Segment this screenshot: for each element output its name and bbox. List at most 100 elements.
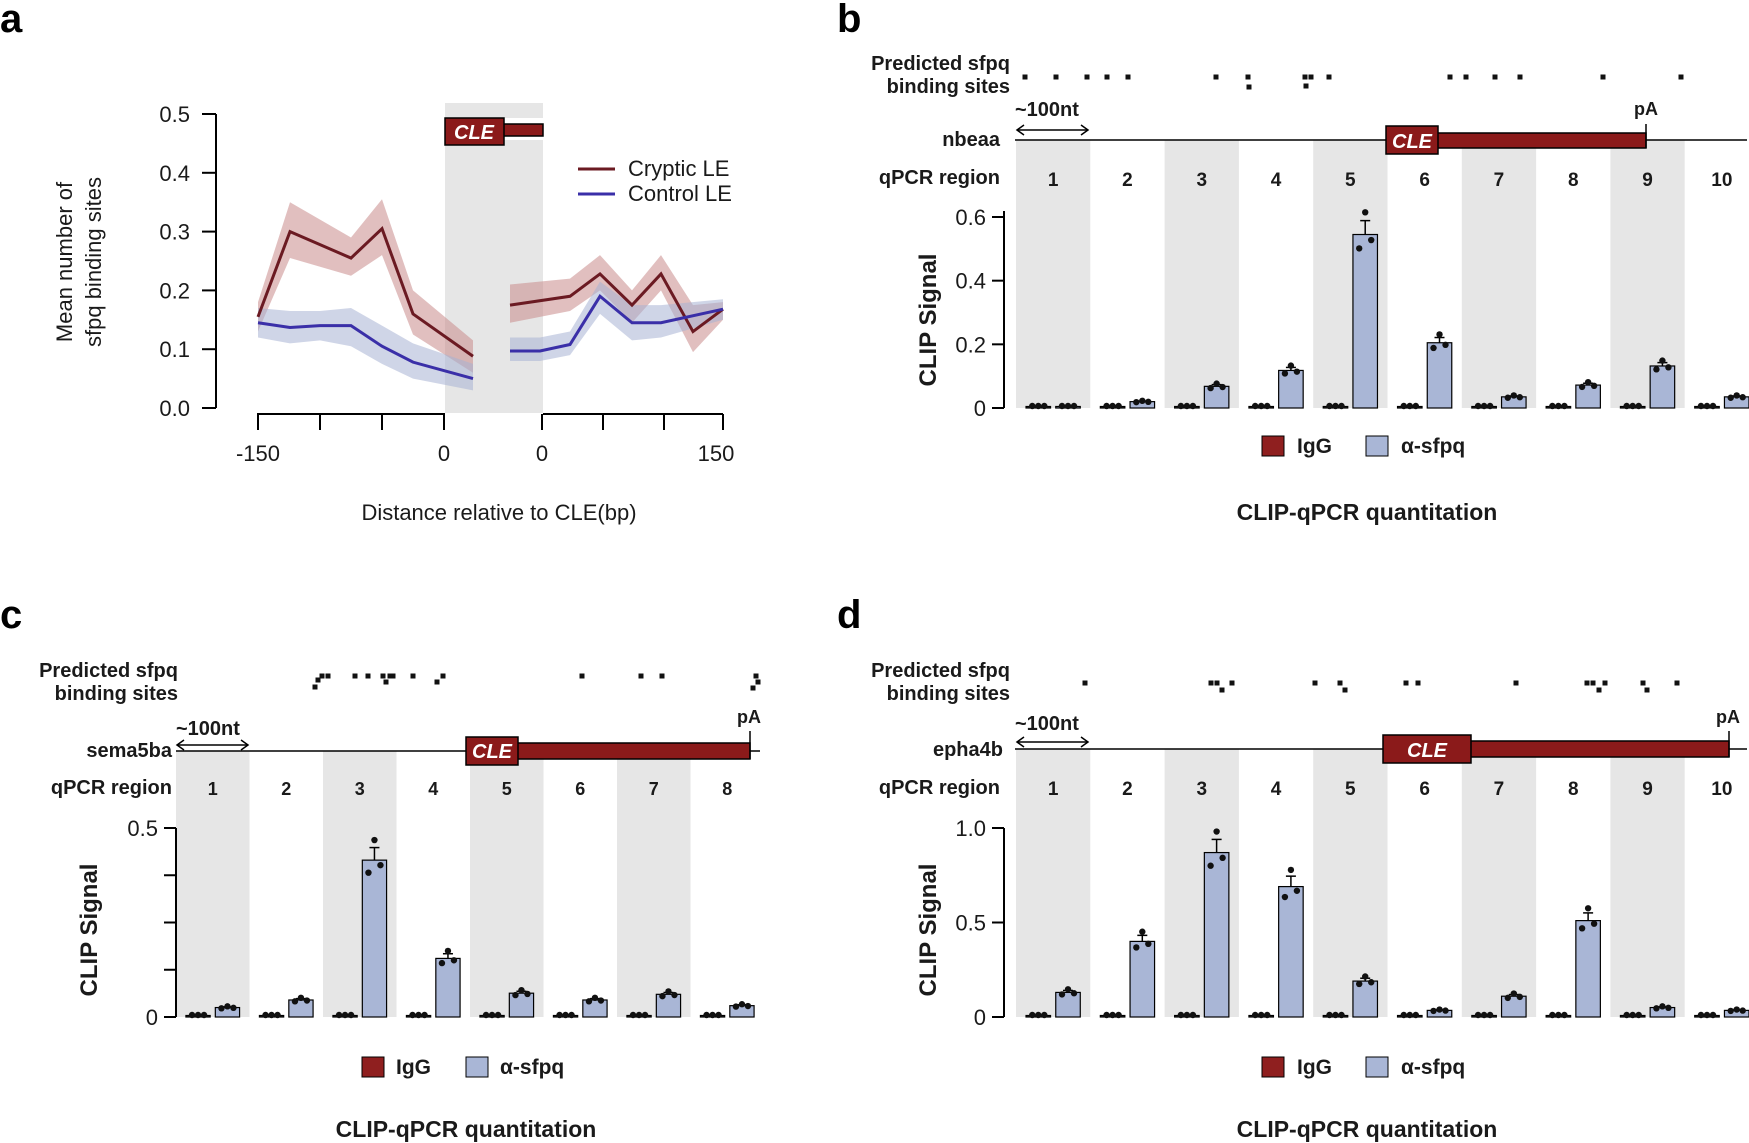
y-axis-title-line2: sfpq binding sites xyxy=(81,177,106,347)
data-point xyxy=(1103,1011,1110,1019)
data-point xyxy=(1486,1011,1494,1019)
binding-site xyxy=(1644,687,1650,693)
pa-label: pA xyxy=(737,707,761,727)
data-point xyxy=(1474,1011,1482,1019)
data-point xyxy=(556,1011,563,1019)
data-point xyxy=(1412,402,1419,410)
cle-label: CLE xyxy=(1392,131,1433,153)
binding-site xyxy=(638,673,644,679)
region-shade xyxy=(176,751,250,1017)
data-point xyxy=(1555,1011,1562,1019)
binding-site xyxy=(1053,74,1059,80)
data-point xyxy=(1133,944,1140,951)
gene-name: epha4b xyxy=(933,739,1003,761)
data-point xyxy=(1623,1011,1630,1019)
bar xyxy=(1426,342,1453,409)
binding-site xyxy=(410,673,416,679)
binding-site xyxy=(380,673,386,679)
x-tick-label: 0 xyxy=(536,441,548,466)
y-ticks: 0 0.2 0.4 0.6 xyxy=(955,205,1004,421)
exon-bar xyxy=(515,742,751,760)
series-line xyxy=(257,321,474,381)
data-point xyxy=(444,947,452,955)
binding-site xyxy=(1463,74,1469,80)
y-ticks: 0 0.5 1.0 xyxy=(955,816,1004,1030)
region-number: 8 xyxy=(722,779,732,799)
data-point xyxy=(1213,380,1220,387)
scale-label: ~100nt xyxy=(176,718,240,740)
data-point xyxy=(1635,402,1642,410)
binding-site xyxy=(1513,680,1519,686)
data-point xyxy=(1029,1011,1036,1019)
data-point xyxy=(1578,925,1586,932)
data-point xyxy=(591,994,599,1002)
region-number: 6 xyxy=(1419,170,1430,191)
data-point xyxy=(1412,1011,1419,1019)
data-point xyxy=(641,1011,649,1019)
region-number: 2 xyxy=(1122,779,1133,800)
data-point xyxy=(1338,402,1345,410)
binding-site xyxy=(1082,680,1088,686)
data-point xyxy=(1516,394,1524,401)
bar xyxy=(1203,851,1230,1018)
bar xyxy=(1575,920,1601,1018)
region-shade xyxy=(1610,140,1685,408)
data-point xyxy=(1733,1006,1740,1013)
data-point xyxy=(1406,402,1413,410)
data-point xyxy=(1727,1007,1734,1015)
data-point xyxy=(1486,402,1494,410)
binding-site xyxy=(1303,83,1309,89)
binding-site xyxy=(383,679,389,685)
data-point xyxy=(1400,1011,1407,1019)
data-point xyxy=(1739,394,1746,401)
y-tick-label: 0.3 xyxy=(159,220,190,245)
region-number: 2 xyxy=(1122,170,1133,191)
data-point xyxy=(1665,364,1672,371)
binding-site xyxy=(1246,84,1252,90)
data-point xyxy=(1474,402,1482,410)
data-point xyxy=(659,992,666,1000)
data-point xyxy=(1263,402,1271,410)
data-point xyxy=(200,1011,208,1019)
region-number: 4 xyxy=(1271,779,1282,800)
region-number: 7 xyxy=(1494,779,1505,800)
pa-label: pA xyxy=(1634,99,1658,119)
y-tick-label: 0 xyxy=(974,1005,986,1030)
x-tick-label: -150 xyxy=(236,441,280,466)
scale-arrow xyxy=(175,739,250,751)
data-point xyxy=(1293,368,1301,375)
data-point xyxy=(1293,887,1301,894)
data-point xyxy=(1070,402,1078,410)
data-point xyxy=(1338,1011,1345,1019)
cle-tail xyxy=(501,123,544,137)
data-point xyxy=(744,1002,752,1010)
data-point xyxy=(1709,1011,1717,1019)
region-number: 3 xyxy=(1196,779,1207,800)
data-point xyxy=(1436,1006,1443,1013)
sites-label-line1: Predicted sfpq xyxy=(39,660,178,682)
legend-label-control: Control LE xyxy=(628,181,732,206)
data-point xyxy=(1207,862,1214,869)
data-point xyxy=(1578,383,1586,391)
data-point xyxy=(450,957,458,964)
binding-site xyxy=(1640,680,1646,686)
exon-bar xyxy=(1435,132,1647,149)
binding-site xyxy=(1337,680,1343,686)
legend-label-cryptic: Cryptic LE xyxy=(628,156,729,181)
legend-label-igg: IgG xyxy=(396,1056,431,1079)
legend-swatch-sfpq xyxy=(1365,435,1389,457)
y-tick-label: 0.5 xyxy=(159,102,190,127)
binding-site xyxy=(440,673,446,679)
data-point xyxy=(1281,370,1289,377)
binding-site xyxy=(1600,74,1606,80)
region-shade xyxy=(1016,140,1091,408)
data-point xyxy=(1281,893,1289,901)
binding-site xyxy=(579,673,585,679)
panel-d: d Predicted sfpq binding sites ~100nt ep… xyxy=(837,593,1749,1142)
data-point xyxy=(1436,331,1443,338)
data-point xyxy=(1287,362,1295,369)
data-point xyxy=(224,1003,231,1010)
data-point xyxy=(568,1011,575,1019)
data-point xyxy=(188,1011,196,1019)
binding-site xyxy=(750,685,756,691)
